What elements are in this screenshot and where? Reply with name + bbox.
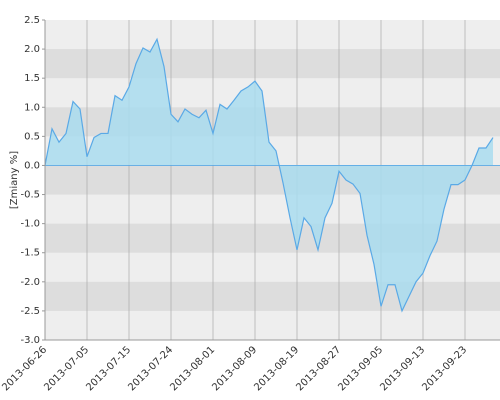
y-tick-label: 2.0 xyxy=(24,44,40,55)
y-tick-label: 0.0 xyxy=(24,160,40,171)
y-tick-label: -0.5 xyxy=(20,190,40,201)
y-tick-label: -1.0 xyxy=(20,219,40,230)
line xyxy=(44,37,494,313)
y-tick-label: 1.0 xyxy=(24,102,40,113)
y-tick-label: 2.5 xyxy=(24,15,40,26)
x-tick-label: 2013-09-23 xyxy=(420,344,469,393)
y-tick-label: -2.5 xyxy=(20,306,40,317)
grid-band xyxy=(45,49,500,79)
y-axis-label: [Zmiany %] xyxy=(9,151,20,209)
y-tick-label: -1.5 xyxy=(20,248,40,259)
y-tick-label: 1.5 xyxy=(24,73,40,84)
y-tick-label: -2.0 xyxy=(20,277,40,288)
area xyxy=(45,39,493,311)
y-tick-label: -3.0 xyxy=(20,335,40,346)
y-tick-label: 0.5 xyxy=(24,131,40,142)
grid-band xyxy=(45,281,500,311)
